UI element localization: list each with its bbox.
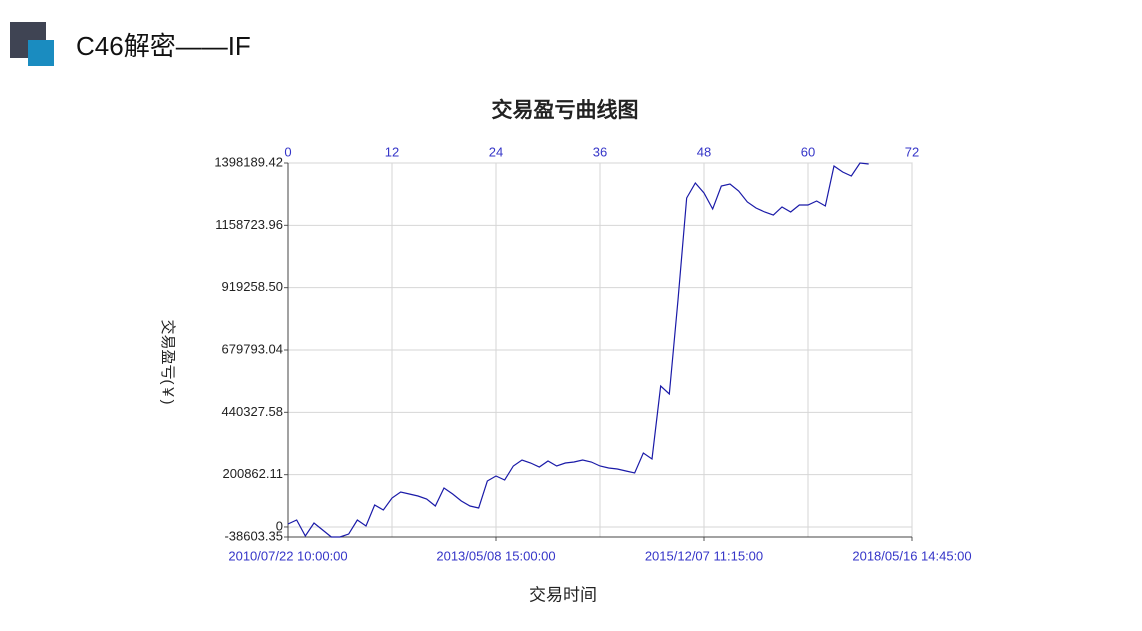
x-bottom-tick-label: 2013/05/08 15:00:00 [436, 548, 555, 563]
x-bottom-tick-label: 2015/12/07 11:15:00 [645, 548, 763, 563]
x-axis-label: 交易时间 [529, 585, 597, 604]
x-top-tick-label: 36 [593, 144, 607, 159]
page-title: C46解密——IF [76, 31, 251, 61]
logo-blue [28, 40, 54, 66]
y-tick-label: 1398189.42 [214, 154, 283, 169]
y-tick-label: 200862.11 [223, 466, 284, 481]
y-tick-label: 1158723.96 [215, 217, 283, 232]
y-axis-label: 交易盈亏(￥) [159, 320, 177, 405]
x-bottom-tick-label: 2010/07/22 10:00:00 [228, 548, 347, 563]
x-bottom-tick-label: 2018/05/16 14:45:00 [852, 548, 971, 563]
y-tick-label: 0 [276, 518, 283, 533]
x-top-tick-label: 24 [489, 144, 503, 159]
x-top-tick-label: 0 [284, 144, 291, 159]
x-top-tick-label: 48 [697, 144, 711, 159]
x-top-tick-label: 12 [385, 144, 399, 159]
y-tick-label: 679793.04 [222, 341, 283, 356]
y-tick-label: -38603.35 [224, 528, 283, 543]
chart-title: 交易盈亏曲线图 [492, 98, 639, 122]
x-top-tick-label: 72 [905, 144, 919, 159]
x-top-tick-label: 60 [801, 144, 815, 159]
data-line [287, 162, 869, 538]
y-tick-label: 919258.50 [222, 279, 283, 294]
y-tick-label: 440327.58 [222, 404, 283, 419]
